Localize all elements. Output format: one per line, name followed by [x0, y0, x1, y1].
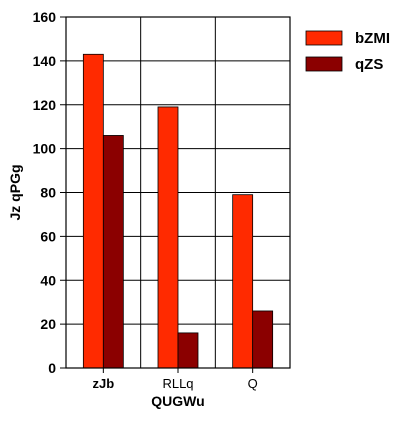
legend-swatch — [305, 56, 343, 72]
y-tick-label: 160 — [33, 9, 57, 25]
y-tick-label: 60 — [40, 228, 56, 244]
y-axis: 0 20 40 60 80 100 120 140 160 — [33, 9, 66, 376]
legend: bZMI qZS — [305, 30, 390, 73]
bar-bZMI-zJb — [82, 53, 104, 369]
bar-qZS-Q — [252, 310, 274, 369]
bar-bZMI-RLLq — [157, 106, 179, 369]
legend-swatch — [305, 30, 343, 46]
y-axis-title: Jz qPGg — [7, 164, 23, 220]
bar-qZS-zJb — [102, 135, 124, 369]
bars-layer — [82, 53, 274, 369]
legend-label: qZS — [355, 56, 383, 73]
x-axis-title: QUGWu — [151, 393, 204, 409]
y-tick-label: 80 — [40, 185, 56, 201]
y-tick-label: 20 — [40, 316, 56, 332]
bar-bZMI-Q — [232, 194, 254, 369]
y-tick-label: 100 — [33, 141, 57, 157]
x-tick-label: Q — [248, 376, 258, 391]
bar-qZS-RLLq — [177, 332, 199, 369]
y-tick-label: 40 — [40, 272, 56, 288]
y-tick-label: 0 — [48, 360, 56, 376]
y-tick-label: 140 — [33, 53, 57, 69]
legend-label: bZMI — [355, 30, 390, 47]
x-tick-label: RLLq — [162, 376, 193, 391]
x-axis: zJb RLLq Q — [92, 368, 258, 391]
y-tick-label: 120 — [33, 97, 57, 113]
x-tick-label: zJb — [92, 376, 114, 391]
